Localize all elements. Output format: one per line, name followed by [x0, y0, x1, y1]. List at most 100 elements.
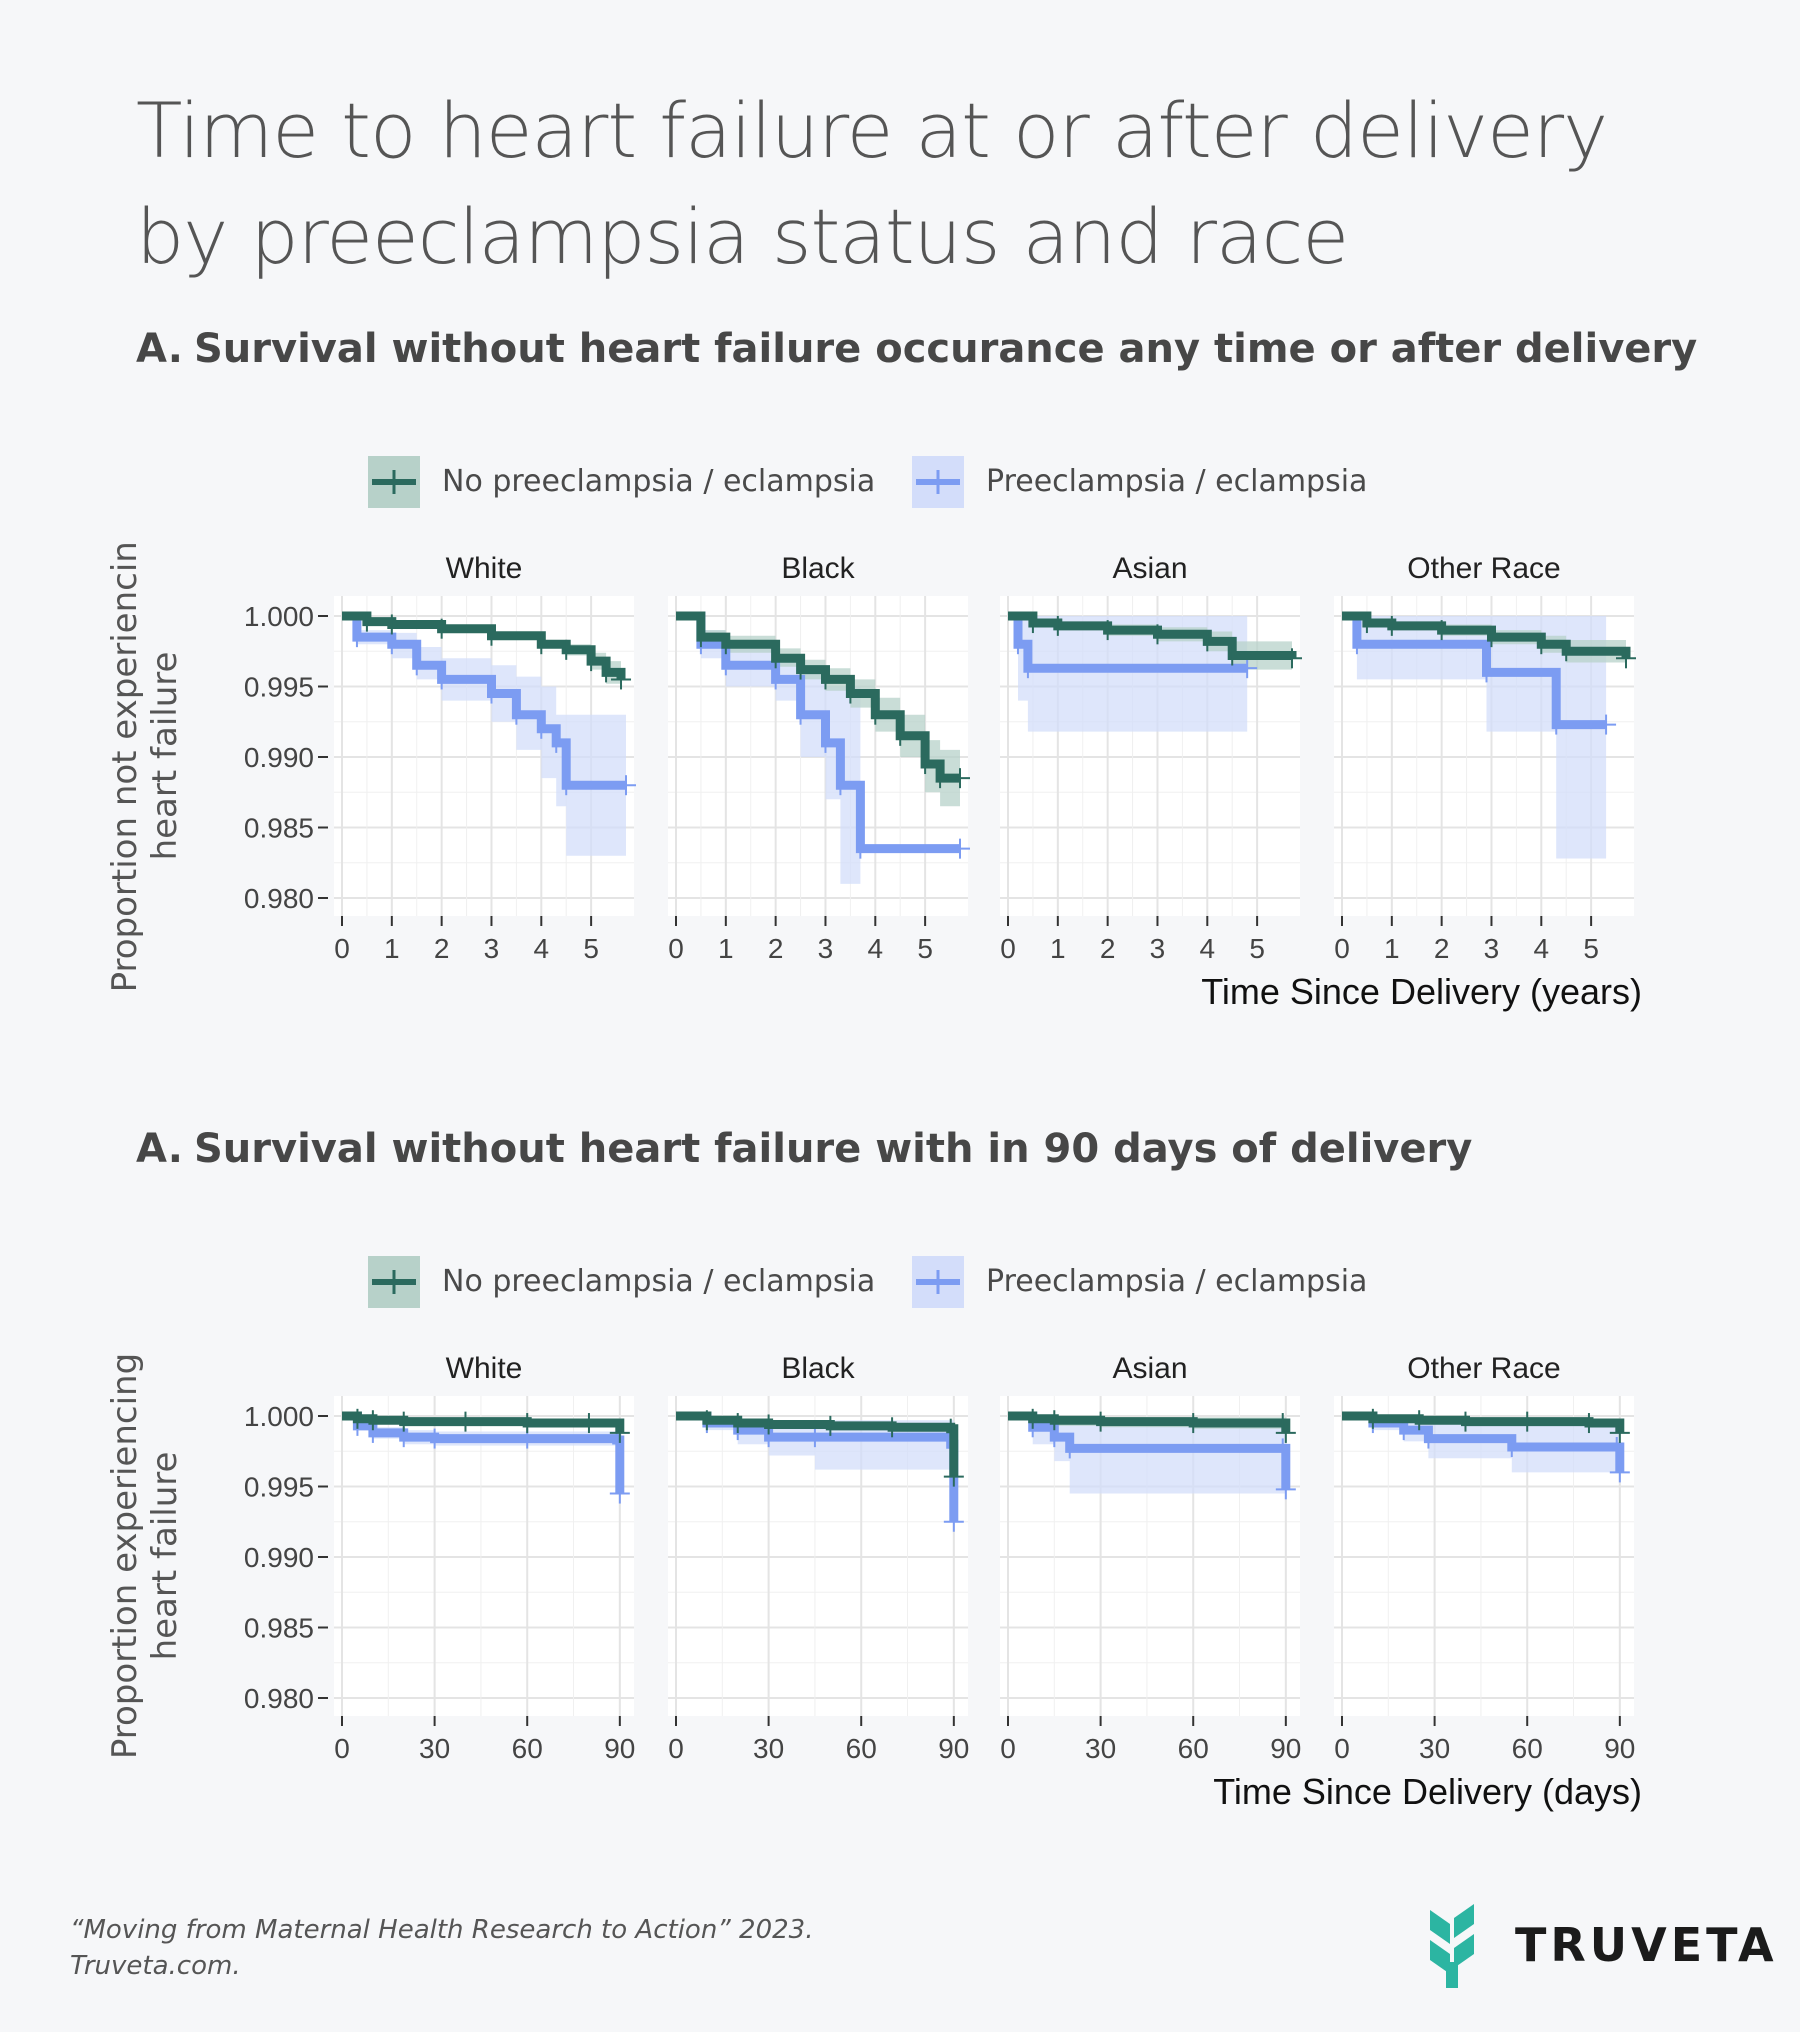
x-tick-label: 3 [818, 933, 834, 964]
survival-chart-days: Proportion experiencingheart failure 1.00… [105, 1352, 1642, 1812]
x-tick-label: 1 [384, 933, 400, 964]
panel-asian: Asian 0 1 2 3 4 5 [1000, 552, 1302, 964]
x-tick-label: 1 [1050, 933, 1066, 964]
section-heading-text: Survival without heart failure occurance… [194, 326, 1698, 372]
y-tick-label: 0.990 [244, 742, 314, 773]
ci-band-preeclampsia [676, 616, 960, 884]
x-tick-label: 90 [604, 1733, 635, 1764]
x-tick-label: 3 [1484, 933, 1500, 964]
x-tick-label: 2 [1434, 933, 1450, 964]
x-tick-label: 0 [1334, 1733, 1350, 1764]
title-line-1: Time to heart failure at or after delive… [136, 86, 1608, 175]
x-tick-label: 0 [334, 933, 350, 964]
x-tick-label: 5 [1249, 933, 1265, 964]
brand-wordmark: TRUVETA [1515, 1918, 1778, 1972]
x-tick-label: 4 [1534, 933, 1550, 964]
x-tick-label: 30 [1085, 1733, 1116, 1764]
legend-label-no-preeclampsia: No preeclampsia / eclampsia [442, 464, 876, 499]
ci-band-preeclampsia [676, 1416, 954, 1522]
y-tick-label: 0.980 [244, 883, 314, 914]
y-axis-label-line: heart failure [145, 1452, 185, 1661]
truveta-logo-icon [1430, 1904, 1474, 1988]
x-tick-label: 30 [419, 1733, 450, 1764]
x-tick-label: 5 [583, 933, 599, 964]
survival-chart-years: Proportion not experiencingheart failure… [105, 540, 1642, 1012]
facet-label: White [446, 552, 523, 585]
panel-white: White 0 1 2 3 4 5 [334, 552, 636, 964]
y-tick-label: 0.985 [244, 813, 314, 844]
page-title: Time to heart failure at or after delive… [136, 78, 1736, 290]
panel-white: White 0 30 60 90 [334, 1352, 635, 1764]
footer-citation: “Moving from Maternal Health Research to… [70, 1912, 813, 1984]
x-tick-label: 2 [768, 933, 784, 964]
y-tick-label: 0.995 [244, 672, 314, 703]
facet-label: Other Race [1407, 1352, 1560, 1385]
x-tick-label: 0 [1000, 1733, 1016, 1764]
x-tick-label: 0 [668, 933, 684, 964]
x-tick-label: 4 [534, 933, 550, 964]
legend-swatch-preeclampsia [912, 456, 964, 508]
y-axis-label-line: Proportion not experiencing [105, 540, 145, 992]
y-tick-label: 0.995 [244, 1472, 314, 1503]
citation-line-1: “Moving from Maternal Health Research to… [70, 1915, 814, 1945]
section-heading-text: Survival without heart failure with in 9… [194, 1126, 1473, 1172]
x-tick-label: 5 [917, 933, 933, 964]
facet-label: Asian [1112, 552, 1187, 585]
x-axis-label: Time Since Delivery (years) [1201, 971, 1642, 1012]
legend-swatch-no-preeclampsia [368, 456, 420, 508]
x-tick-label: 1 [718, 933, 734, 964]
survival-line-preeclampsia [676, 611, 960, 854]
facet-label: Asian [1112, 1352, 1187, 1385]
y-axis-label-line: heart failure [145, 652, 185, 861]
citation-line-2: Truveta.com. [70, 1951, 241, 1981]
panel-asian: Asian 0 30 60 90 [1000, 1352, 1301, 1764]
x-tick-label: 3 [1150, 933, 1166, 964]
legend-swatch-preeclampsia [912, 1256, 964, 1308]
y-axis-label: Proportion experiencingheart failure [105, 1353, 185, 1759]
truveta-brand: TRUVETA [1420, 1900, 1774, 1990]
y-axis-label-line: Proportion experiencing [105, 1353, 145, 1759]
x-tick-label: 60 [512, 1733, 543, 1764]
ci-band-preeclampsia [1008, 1416, 1286, 1494]
y-tick-label: 0.990 [244, 1542, 314, 1573]
x-tick-label: 2 [1100, 933, 1116, 964]
x-tick-label: 90 [1604, 1733, 1635, 1764]
section-heading-days: A. Survival without heart failure with in… [136, 1126, 1472, 1172]
y-tick-label: 0.985 [244, 1613, 314, 1644]
x-tick-label: 60 [1178, 1733, 1209, 1764]
y-tick-label: 1.000 [244, 1401, 314, 1432]
legend-label-no-preeclampsia: No preeclampsia / eclampsia [442, 1264, 876, 1299]
title-line-2: by preeclampsia status and race [136, 192, 1349, 281]
facet-label: Black [781, 552, 855, 585]
x-axis-label: Time Since Delivery (days) [1213, 1771, 1642, 1812]
x-tick-label: 90 [1270, 1733, 1301, 1764]
panel-other-race: Other Race 0 30 60 90 [1334, 1352, 1635, 1764]
x-tick-label: 30 [753, 1733, 784, 1764]
section-letter: A. [136, 326, 183, 372]
x-tick-label: 3 [484, 933, 500, 964]
legend-label-preeclampsia: Preeclampsia / eclampsia [986, 1264, 1368, 1299]
x-tick-label: 60 [846, 1733, 877, 1764]
x-tick-label: 2 [434, 933, 450, 964]
x-tick-label: 0 [668, 1733, 684, 1764]
x-tick-label: 0 [334, 1733, 350, 1764]
x-tick-label: 60 [1512, 1733, 1543, 1764]
x-tick-label: 0 [1334, 933, 1350, 964]
facet-label: Black [781, 1352, 855, 1385]
x-tick-label: 1 [1384, 933, 1400, 964]
legend-swatch-no-preeclampsia [368, 1256, 420, 1308]
panel-other-race: Other Race 0 1 2 3 4 5 [1334, 552, 1636, 964]
facet-label: White [446, 1352, 523, 1385]
section-heading-years: A. Survival without heart failure occuran… [136, 326, 1697, 372]
y-tick-label: 1.000 [244, 601, 314, 632]
x-tick-label: 0 [1000, 933, 1016, 964]
facet-label: Other Race [1407, 552, 1560, 585]
y-tick-label: 0.980 [244, 1683, 314, 1714]
section-letter: A. [136, 1126, 183, 1172]
x-tick-label: 30 [1419, 1733, 1450, 1764]
x-tick-label: 4 [1200, 933, 1216, 964]
panel-black: Black 0 1 2 3 4 5 [668, 552, 970, 964]
ci-band-preeclampsia [1008, 616, 1248, 732]
y-axis-label: Proportion not experiencingheart failure [105, 540, 185, 992]
x-tick-label: 4 [868, 933, 884, 964]
